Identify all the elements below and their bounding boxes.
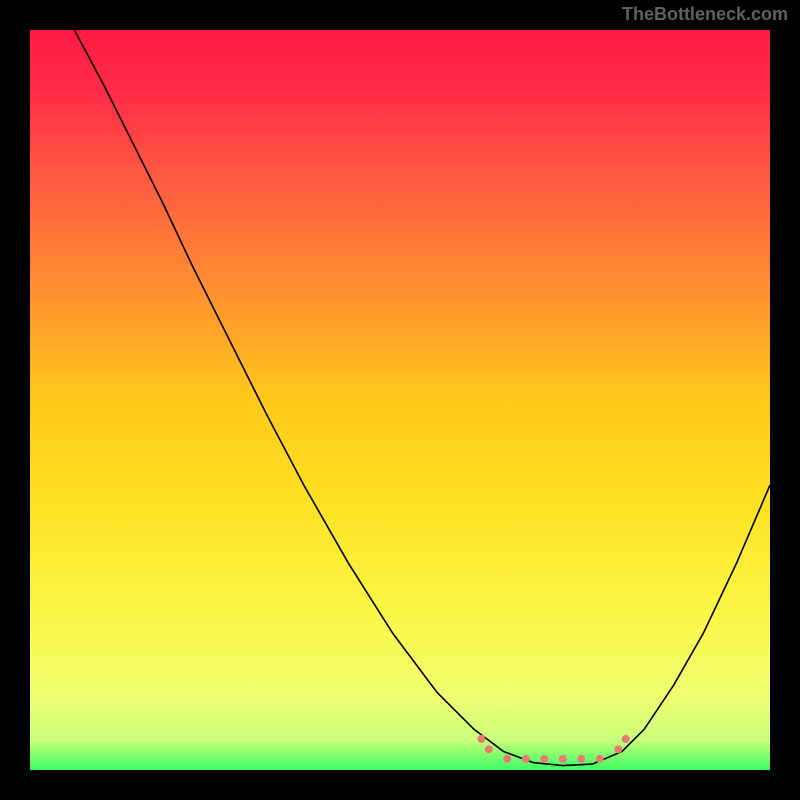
optimal-range-dot [559, 755, 567, 763]
optimal-range-dot [477, 735, 485, 743]
optimal-range-dot [577, 755, 585, 763]
optimal-range-dot [596, 755, 604, 763]
chart-container [30, 30, 770, 770]
optimal-range-dot [503, 755, 511, 763]
optimal-range-dot [485, 745, 493, 753]
optimal-range-dot [614, 745, 622, 753]
optimal-range-dot [622, 735, 630, 743]
optimal-range-dot [540, 755, 548, 763]
watermark-text: TheBottleneck.com [622, 4, 788, 25]
chart-svg [30, 30, 770, 770]
optimal-range-dot [522, 755, 530, 763]
gradient-background [30, 30, 770, 770]
